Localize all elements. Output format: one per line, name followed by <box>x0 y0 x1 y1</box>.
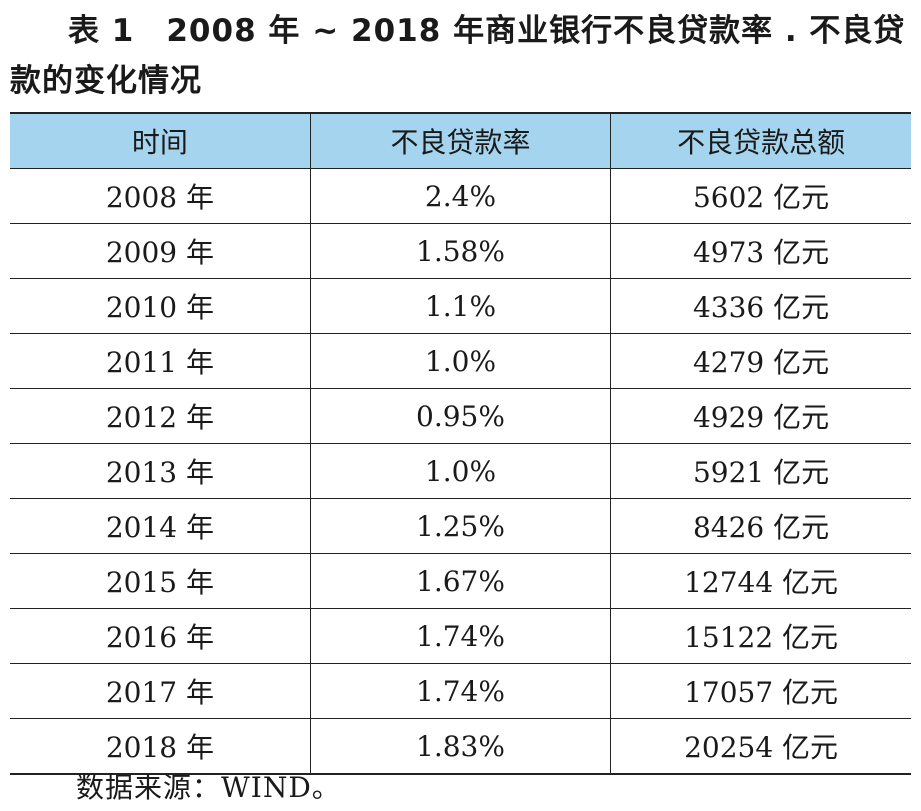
cell-npl-total: 8426 亿元 <box>610 498 911 554</box>
table-caption: 表 1 2008 年 ~ 2018 年商业银行不良贷款率 . 不良贷 款的变化情… <box>10 6 910 106</box>
cell-npl-ratio: 1.25% <box>309 498 612 554</box>
column-header-npl-total: 不良贷款总额 <box>610 112 911 169</box>
cell-npl-total: 17057 亿元 <box>610 663 911 719</box>
cell-npl-ratio: 1.67% <box>309 553 612 609</box>
cell-npl-ratio: 1.0% <box>309 333 612 389</box>
table-row: 2013 年 1.0% 5921 亿元 <box>10 443 911 499</box>
cell-year: 2011 年 <box>10 333 311 389</box>
cell-npl-total: 15122 亿元 <box>610 608 911 664</box>
table-row: 2011 年 1.0% 4279 亿元 <box>10 333 911 389</box>
cell-npl-total: 5602 亿元 <box>610 168 911 224</box>
table-row: 2017 年 1.74% 17057 亿元 <box>10 663 911 719</box>
table-row: 2018 年 1.83% 20254 亿元 <box>10 718 911 775</box>
cell-year: 2018 年 <box>10 718 311 775</box>
cell-year: 2012 年 <box>10 388 311 444</box>
cell-npl-ratio: 2.4% <box>309 168 612 224</box>
table-row: 2016 年 1.74% 15122 亿元 <box>10 608 911 664</box>
cell-npl-total: 4336 亿元 <box>610 278 911 334</box>
table-caption-line-2: 款的变化情况 <box>10 63 202 99</box>
column-header-npl-ratio: 不良贷款率 <box>309 112 612 169</box>
cell-year: 2015 年 <box>10 553 311 609</box>
cell-npl-total: 20254 亿元 <box>610 718 911 775</box>
cell-year: 2017 年 <box>10 663 311 719</box>
table-row: 2015 年 1.67% 12744 亿元 <box>10 553 911 609</box>
cell-npl-ratio: 1.74% <box>309 663 612 719</box>
cell-npl-ratio: 1.58% <box>309 223 612 279</box>
cell-year: 2008 年 <box>10 168 311 224</box>
cell-npl-ratio: 1.74% <box>309 608 612 664</box>
cell-year: 2009 年 <box>10 223 311 279</box>
data-source-note: 数据来源：WIND。 <box>76 771 341 804</box>
cell-npl-ratio: 0.95% <box>309 388 612 444</box>
table-row: 2010 年 1.1% 4336 亿元 <box>10 278 911 334</box>
table-row: 2012 年 0.95% 4929 亿元 <box>10 388 911 444</box>
cell-npl-ratio: 1.1% <box>309 278 612 334</box>
table-row: 2008 年 2.4% 5602 亿元 <box>10 168 911 224</box>
cell-npl-total: 4279 亿元 <box>610 333 911 389</box>
cell-year: 2016 年 <box>10 608 311 664</box>
cell-npl-ratio: 1.0% <box>309 443 612 499</box>
table-row: 2009 年 1.58% 4973 亿元 <box>10 223 911 279</box>
cell-year: 2014 年 <box>10 498 311 554</box>
cell-npl-ratio: 1.83% <box>309 718 612 775</box>
column-header-time: 时间 <box>10 112 311 169</box>
table-header-row: 时间 不良贷款率 不良贷款总额 <box>10 112 911 169</box>
table-row: 2014 年 1.25% 8426 亿元 <box>10 498 911 554</box>
cell-npl-total: 12744 亿元 <box>610 553 911 609</box>
cell-npl-total: 4929 亿元 <box>610 388 911 444</box>
cell-npl-total: 4973 亿元 <box>610 223 911 279</box>
cell-year: 2013 年 <box>10 443 311 499</box>
table-caption-line-1: 表 1 2008 年 ~ 2018 年商业银行不良贷款率 . 不良贷 <box>68 13 906 49</box>
cell-year: 2010 年 <box>10 278 311 334</box>
npl-table: 时间 不良贷款率 不良贷款总额 2008 年 2.4% 5602 亿元 2009… <box>10 112 911 775</box>
cell-npl-total: 5921 亿元 <box>610 443 911 499</box>
